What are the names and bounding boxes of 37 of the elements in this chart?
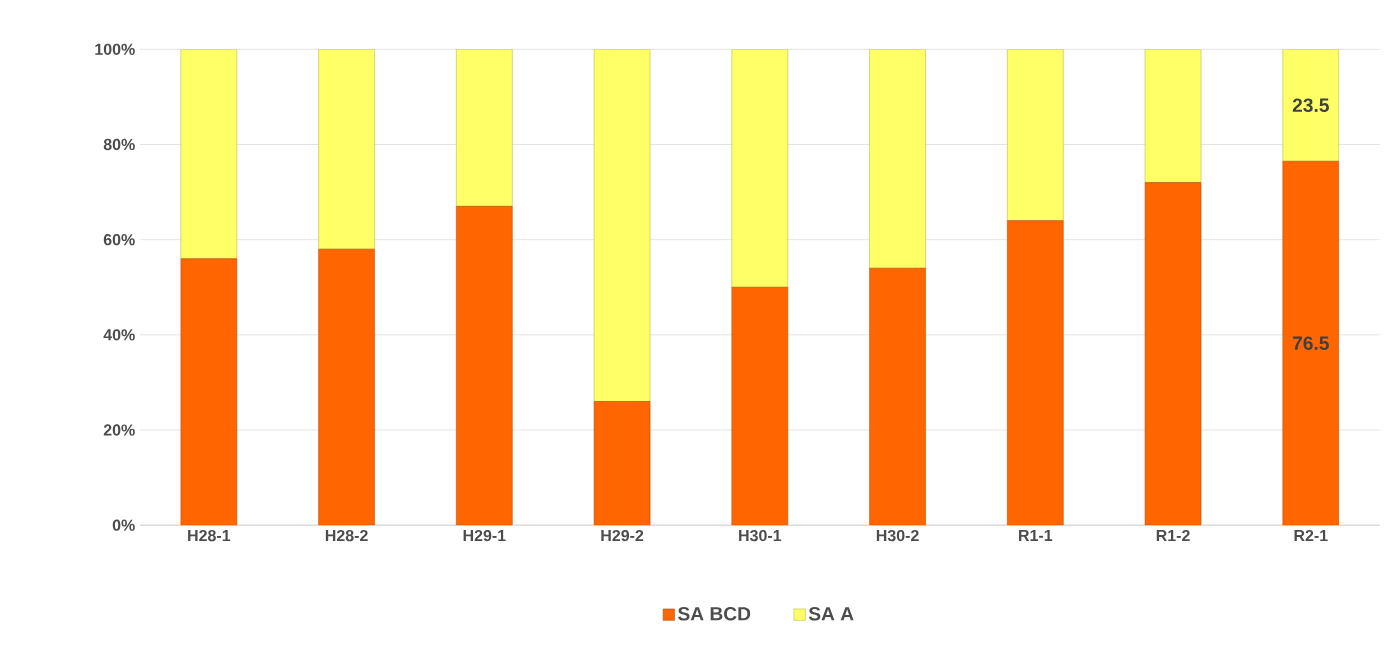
bar <box>869 49 926 269</box>
x-tick-label: H30-1 <box>739 530 782 542</box>
bar <box>1144 182 1202 526</box>
x-tick-label: H28-1 <box>188 530 231 542</box>
data-label: 23.5 <box>1292 98 1329 113</box>
bar <box>593 49 651 402</box>
bar <box>1144 49 1202 184</box>
y-tick-label: 60% <box>103 234 135 246</box>
bar <box>180 49 238 260</box>
y-tick-label: 0% <box>112 519 135 532</box>
bar <box>1282 161 1340 526</box>
bar <box>593 401 651 526</box>
bar <box>456 206 513 526</box>
y-tick-label: 40% <box>103 329 135 341</box>
data-label: 76.5 <box>1292 336 1329 351</box>
x-tick-label: H29-2 <box>601 530 644 542</box>
bar <box>318 249 375 526</box>
bar <box>1007 49 1064 222</box>
y-tick-label: 100% <box>95 43 135 56</box>
x-tick-label: H28-2 <box>325 530 368 542</box>
bar <box>180 258 238 526</box>
bar <box>318 49 375 250</box>
y-tick-label: 20% <box>103 424 135 436</box>
y-tick-label: 80% <box>103 139 135 151</box>
bar <box>456 49 513 207</box>
bar <box>731 49 789 288</box>
x-tick-label: R1-2 <box>1156 530 1190 542</box>
x-tick-label: H29-1 <box>463 530 506 542</box>
legend-label: SA A <box>808 607 854 621</box>
bar <box>869 268 926 526</box>
bar <box>731 287 789 526</box>
legend-label: SA BCD <box>677 607 751 621</box>
bar <box>1007 220 1064 526</box>
x-tick-label: R1-1 <box>1019 530 1053 542</box>
x-tick-label: R2-1 <box>1294 530 1328 542</box>
x-tick-label: H30-2 <box>876 530 919 542</box>
bar <box>1282 49 1340 162</box>
